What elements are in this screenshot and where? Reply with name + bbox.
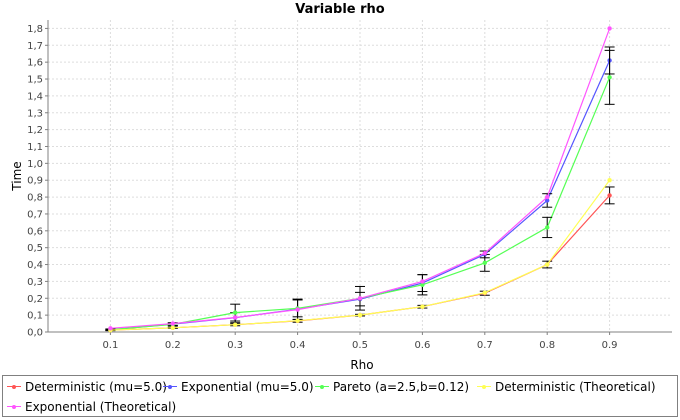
data-point	[233, 322, 238, 327]
plot-area: Variable rho Time Rho 0,0 0,1 0,2 0,3 0,4 0,5…	[10, 2, 672, 372]
legend-label: Exponential (mu=5.0)	[181, 380, 314, 394]
legend-swatch	[477, 382, 491, 392]
y-tick-label: 0,1	[27, 311, 43, 322]
y-tick-label: 0,7	[27, 209, 43, 220]
data-point	[607, 193, 612, 198]
legend-item: Deterministic (mu=5.0)	[7, 378, 167, 396]
data-point	[420, 304, 425, 309]
x-axis-label: Rho	[350, 358, 373, 372]
data-point	[607, 26, 612, 31]
y-tick-label: 1,6	[27, 58, 43, 69]
data-point	[108, 326, 113, 331]
y-tick-label: 1,0	[27, 159, 43, 170]
x-tick-label: 0.6	[414, 340, 430, 351]
data-point	[170, 325, 175, 330]
legend-label: Deterministic (Theoretical)	[495, 380, 656, 394]
series-4	[108, 26, 612, 331]
legend: Deterministic (mu=5.0) Exponential (mu=5.…	[2, 375, 678, 417]
legend-item: Pareto (a=2.5,b=0.12)	[315, 378, 469, 396]
series-layer	[105, 26, 615, 333]
data-point	[295, 318, 300, 323]
data-point	[233, 310, 238, 315]
axes: 0,0 0,1 0,2 0,3 0,4 0,5 0,6 0,7 0,8 0,9 1,0 1,1 1,2 1…	[27, 20, 672, 351]
data-point	[357, 296, 363, 301]
legend-item: Exponential (Theoretical)	[7, 398, 176, 416]
legend-label: Exponential (Theoretical)	[25, 400, 177, 414]
data-point	[357, 312, 363, 318]
legend-swatch	[7, 402, 21, 412]
chart-title: Variable rho	[295, 2, 385, 17]
data-point	[545, 262, 550, 267]
legend-label: Pareto (a=2.5,b=0.12)	[333, 380, 470, 394]
y-tick-label: 1,3	[27, 108, 43, 119]
legend-label: Deterministic (mu=5.0)	[25, 380, 167, 394]
y-tick-label: 0,6	[27, 226, 43, 237]
y-tick-label: 0,2	[27, 294, 43, 305]
grid	[48, 20, 672, 333]
data-point	[482, 260, 487, 266]
data-point	[545, 194, 550, 200]
y-tick-label: 1,2	[27, 125, 43, 136]
data-point	[607, 75, 612, 80]
y-tick-label: 0,9	[27, 176, 43, 187]
x-tick-label: 0.3	[227, 340, 243, 351]
y-tick-label: 1,4	[27, 91, 43, 102]
y-tick-label: 0,3	[27, 277, 43, 288]
y-tick-label: 0,8	[27, 193, 43, 204]
y-tick-label: 0,5	[27, 243, 43, 254]
y-tick-label: 0,4	[27, 260, 43, 271]
y-tick-label: 1,8	[27, 24, 43, 35]
legend-item: Deterministic (Theoretical)	[477, 378, 656, 396]
data-point	[420, 282, 425, 287]
data-point	[295, 307, 300, 312]
data-point	[545, 198, 550, 203]
x-tick-label: 0.7	[477, 340, 493, 351]
y-tick-label: 1,1	[27, 142, 43, 153]
data-point	[607, 178, 612, 183]
y-tick-label: 1,5	[27, 75, 43, 86]
data-point	[482, 290, 487, 295]
data-point	[170, 321, 175, 326]
x-tick-label: 0.8	[539, 340, 555, 351]
legend-swatch	[315, 382, 329, 392]
x-tick-label: 0.4	[290, 340, 306, 351]
data-point	[420, 279, 425, 284]
x-tick-label: 0.9	[602, 340, 618, 351]
series-3	[108, 178, 612, 333]
y-axis-label: Time	[10, 161, 24, 191]
legend-swatch	[163, 382, 177, 392]
data-point	[233, 315, 238, 320]
data-point	[482, 251, 487, 256]
x-tick-label: 0.2	[165, 340, 181, 351]
y-tick-label: 1,7	[27, 41, 43, 52]
x-tick-label: 0.5	[352, 340, 368, 351]
data-point	[545, 225, 550, 230]
y-tick-label: 0,0	[27, 328, 43, 339]
legend-item: Exponential (mu=5.0)	[163, 378, 314, 396]
legend-swatch	[7, 382, 21, 392]
x-tick-label: 0.1	[102, 340, 118, 351]
